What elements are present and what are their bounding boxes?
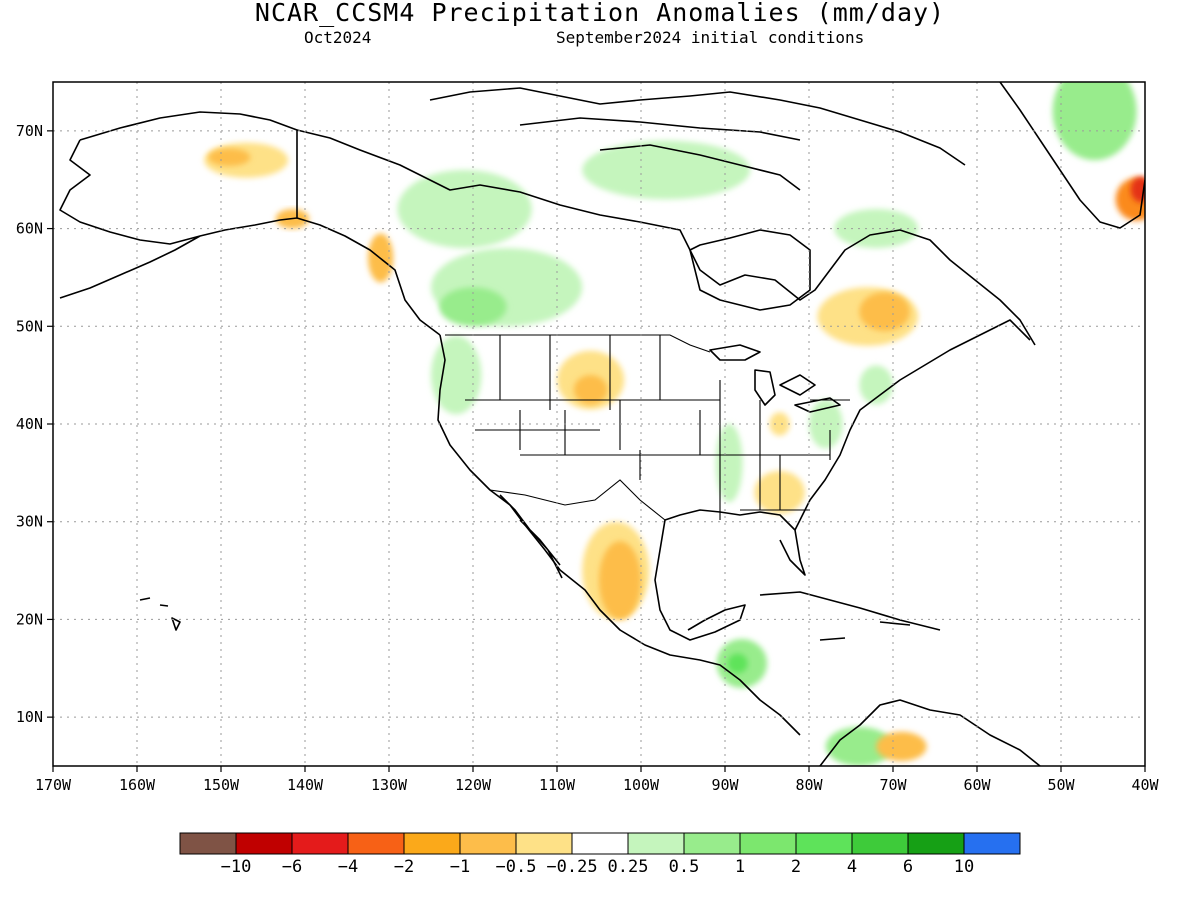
lat-tick-label: 30N [16,513,43,531]
colorbar-swatch [179,832,237,855]
colorbar-label: −4 [338,857,358,877]
anomaly-labrador-wet [834,209,919,249]
colorbar: −10 −6 −4 −2 −1 −0.5 −0.25 0.25 0.5 1 2 4 6 10 [179,832,1021,877]
lon-tick-label: 140W [287,776,324,794]
lat-tick-label: 70N [16,122,43,140]
colorbar-label: −0.25 [546,857,597,877]
coastlines [59,82,1145,766]
lon-tick-label: 60W [963,776,991,794]
lon-tick-label: 40W [1131,776,1159,794]
lat-tick-label: 60N [16,220,43,238]
colorbar-swatch [571,832,629,855]
lon-tick-label: 150W [203,776,240,794]
colorbar-swatch [459,832,517,855]
colorbar-label: −6 [282,857,302,877]
colorbar-swatch [851,832,909,855]
colorbar-swatch [515,832,573,855]
lat-tick-label: 50N [16,317,43,335]
lon-tick-label: 160W [119,776,156,794]
anomaly-alaska-dry-core [208,148,251,167]
colorbar-label: 6 [903,857,913,877]
anomaly-mississippi-wet [715,424,743,503]
colorbar-swatch [627,832,685,855]
colorbar-label: 10 [954,857,974,877]
anomaly-mexico-dry-core [599,541,641,620]
colorbar-label: 1 [735,857,745,877]
colorbar-swatch [683,832,741,855]
anomaly-nwt-wet [397,169,532,249]
anomaly-central-america-wet-core [727,653,748,674]
anomaly-venezuela-dry [876,731,927,762]
anomaly-layer [204,82,1145,766]
lon-tick-label: 120W [455,776,492,794]
anomaly-nunavut-wet [582,140,751,200]
colorbar-swatch [347,832,405,855]
lat-lon-grid [53,82,1145,766]
anomaly-montana-dry-core [573,375,608,405]
colorbar-label: −2 [394,857,414,877]
anomaly-ohio-dry [769,412,790,436]
lon-tick-label: 110W [539,776,576,794]
valid-month: Oct2024 [304,28,372,47]
colorbar-label: −0.5 [496,857,537,877]
colorbar-swatch [963,832,1021,855]
colorbar-swatch [403,832,461,855]
colorbar-label: 2 [791,857,801,877]
anomaly-greenland-dry-core [1130,176,1145,203]
colorbar-swatch [907,832,965,855]
colorbar-swatch [795,832,853,855]
colorbar-label: 0.25 [608,857,649,877]
anomaly-newengland-wet [859,365,893,405]
colorbar-swatch [739,832,797,855]
lat-tick-label: 10N [16,708,43,726]
lon-tick-label: 170W [35,776,72,794]
lon-tick-label: 130W [371,776,408,794]
colorbar-label: 4 [847,857,857,877]
lon-tick-label: 90W [711,776,739,794]
lon-tick-label: 80W [795,776,823,794]
anomaly-colombia-wet [825,726,894,766]
map-title: NCAR_CCSM4 Precipitation Anomalies (mm/d… [254,0,946,27]
lon-tick-label: 50W [1047,776,1075,794]
initial-conditions: September2024 initial conditions [556,28,865,47]
colorbar-label: −10 [221,857,252,877]
colorbar-label: −1 [450,857,470,877]
lat-tick-label: 20N [16,610,43,628]
anomaly-greenland-wet [1052,82,1137,161]
lon-tick-label: 100W [623,776,660,794]
colorbar-label: 0.5 [669,857,700,877]
lat-tick-label: 40N [16,415,43,433]
colorbar-swatch [291,832,349,855]
anomaly-quebec-dry-core [859,292,910,332]
axis-ticks: 170W 160W 150W 140W 130W 120W 110W 100W 90W 80W 70… [16,122,1160,794]
anomaly-midatlantic-wet [809,399,843,449]
lon-tick-label: 70W [879,776,907,794]
colorbar-swatch [235,832,293,855]
